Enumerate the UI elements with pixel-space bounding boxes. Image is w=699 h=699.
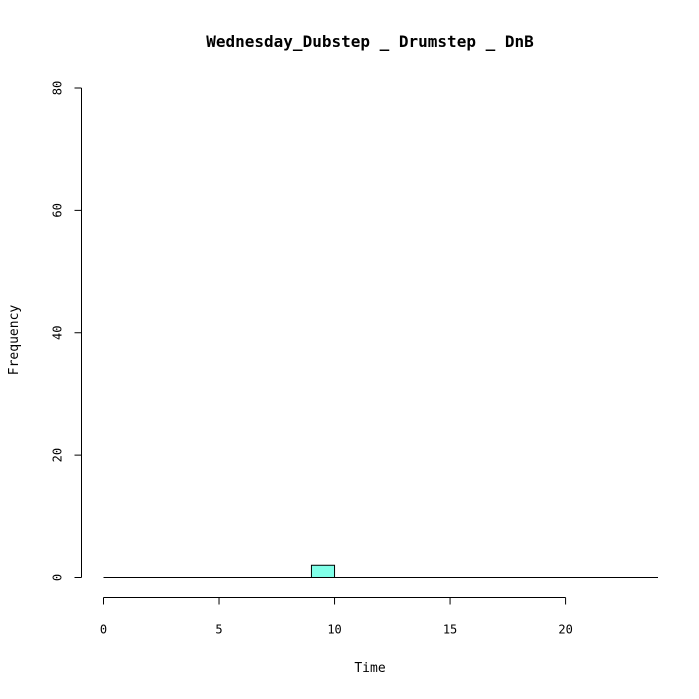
- y-axis: 0 20 40 60 80: [51, 81, 82, 581]
- y-tick-label: 80: [51, 81, 65, 95]
- x-tick-label: 5: [215, 623, 222, 637]
- y-tick-label: 40: [51, 326, 65, 340]
- x-axis-label: Time: [354, 661, 385, 676]
- x-tick-label: 15: [443, 623, 457, 637]
- chart-title: Wednesday_Dubstep _ Drumstep _ DnB: [206, 32, 534, 51]
- x-tick-label: 20: [558, 623, 572, 637]
- x-tick-label: 0: [100, 623, 107, 637]
- x-axis: 0 5 10 15 20: [100, 597, 573, 637]
- y-tick-label: 0: [51, 574, 65, 581]
- histogram-bar: [310, 564, 336, 579]
- y-axis-label: Frequency: [7, 305, 22, 376]
- bars: [103, 564, 658, 579]
- y-tick-label: 20: [51, 448, 65, 462]
- x-tick-label: 10: [327, 623, 341, 637]
- y-tick-label: 60: [51, 203, 65, 217]
